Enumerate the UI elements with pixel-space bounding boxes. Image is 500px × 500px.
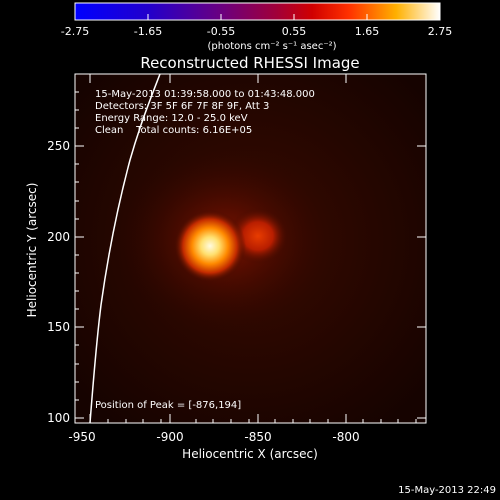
colorbar-tick-label: 1.65 <box>355 25 380 38</box>
info-total-counts: Clean Total counts: 6.16E+05 <box>95 125 252 136</box>
x-tick-label: -800 <box>332 430 359 444</box>
colorbar-tick-label: 2.75 <box>428 25 453 38</box>
x-tick-label: -850 <box>244 430 271 444</box>
y-tick-label: 100 <box>47 411 70 425</box>
info-energy-range: Energy Range: 12.0 - 25.0 keV <box>95 113 248 124</box>
colorbar: -2.75 -1.65 -0.55 0.55 1.65 2.75 (photon… <box>61 2 453 52</box>
colorbar-tick-label: -1.65 <box>134 25 162 38</box>
colorbar-tick-label: -0.55 <box>207 25 235 38</box>
plot-title: Reconstructed RHESSI Image <box>140 54 359 72</box>
colorbar-gradient <box>74 2 441 21</box>
peak-position-label: Position of Peak = [-876,194] <box>95 400 241 411</box>
colorbar-units-label: (photons cm⁻² s⁻¹ asec⁻²) <box>207 41 336 52</box>
x-axis-ticks <box>89 74 417 423</box>
solar-limb-line <box>89 74 161 423</box>
y-axis-label: Heliocentric Y (arcsec) <box>25 183 39 318</box>
plot-frame <box>74 73 427 424</box>
info-detectors: Detectors: 3F 5F 6F 7F 8F 9F, Att 3 <box>95 101 269 112</box>
x-tick-label: -900 <box>156 430 183 444</box>
footer-timestamp: 15-May-2013 22:49 <box>398 485 496 496</box>
image-area <box>75 74 426 423</box>
observation-info: 15-May-2013 01:39:58.000 to 01:43:48.000… <box>95 89 315 136</box>
info-time-range: 15-May-2013 01:39:58.000 to 01:43:48.000 <box>95 89 315 100</box>
x-axis-label: Heliocentric X (arcsec) <box>182 447 318 461</box>
x-tick-label: -950 <box>68 430 95 444</box>
y-axis-ticks <box>75 91 426 419</box>
colorbar-tick-label: 0.55 <box>282 25 307 38</box>
y-tick-label: 200 <box>47 230 70 244</box>
y-tick-label: 250 <box>47 139 70 153</box>
peak-source <box>174 210 246 282</box>
colorbar-tick-label: -2.75 <box>61 25 89 38</box>
y-tick-label: 150 <box>47 320 70 334</box>
